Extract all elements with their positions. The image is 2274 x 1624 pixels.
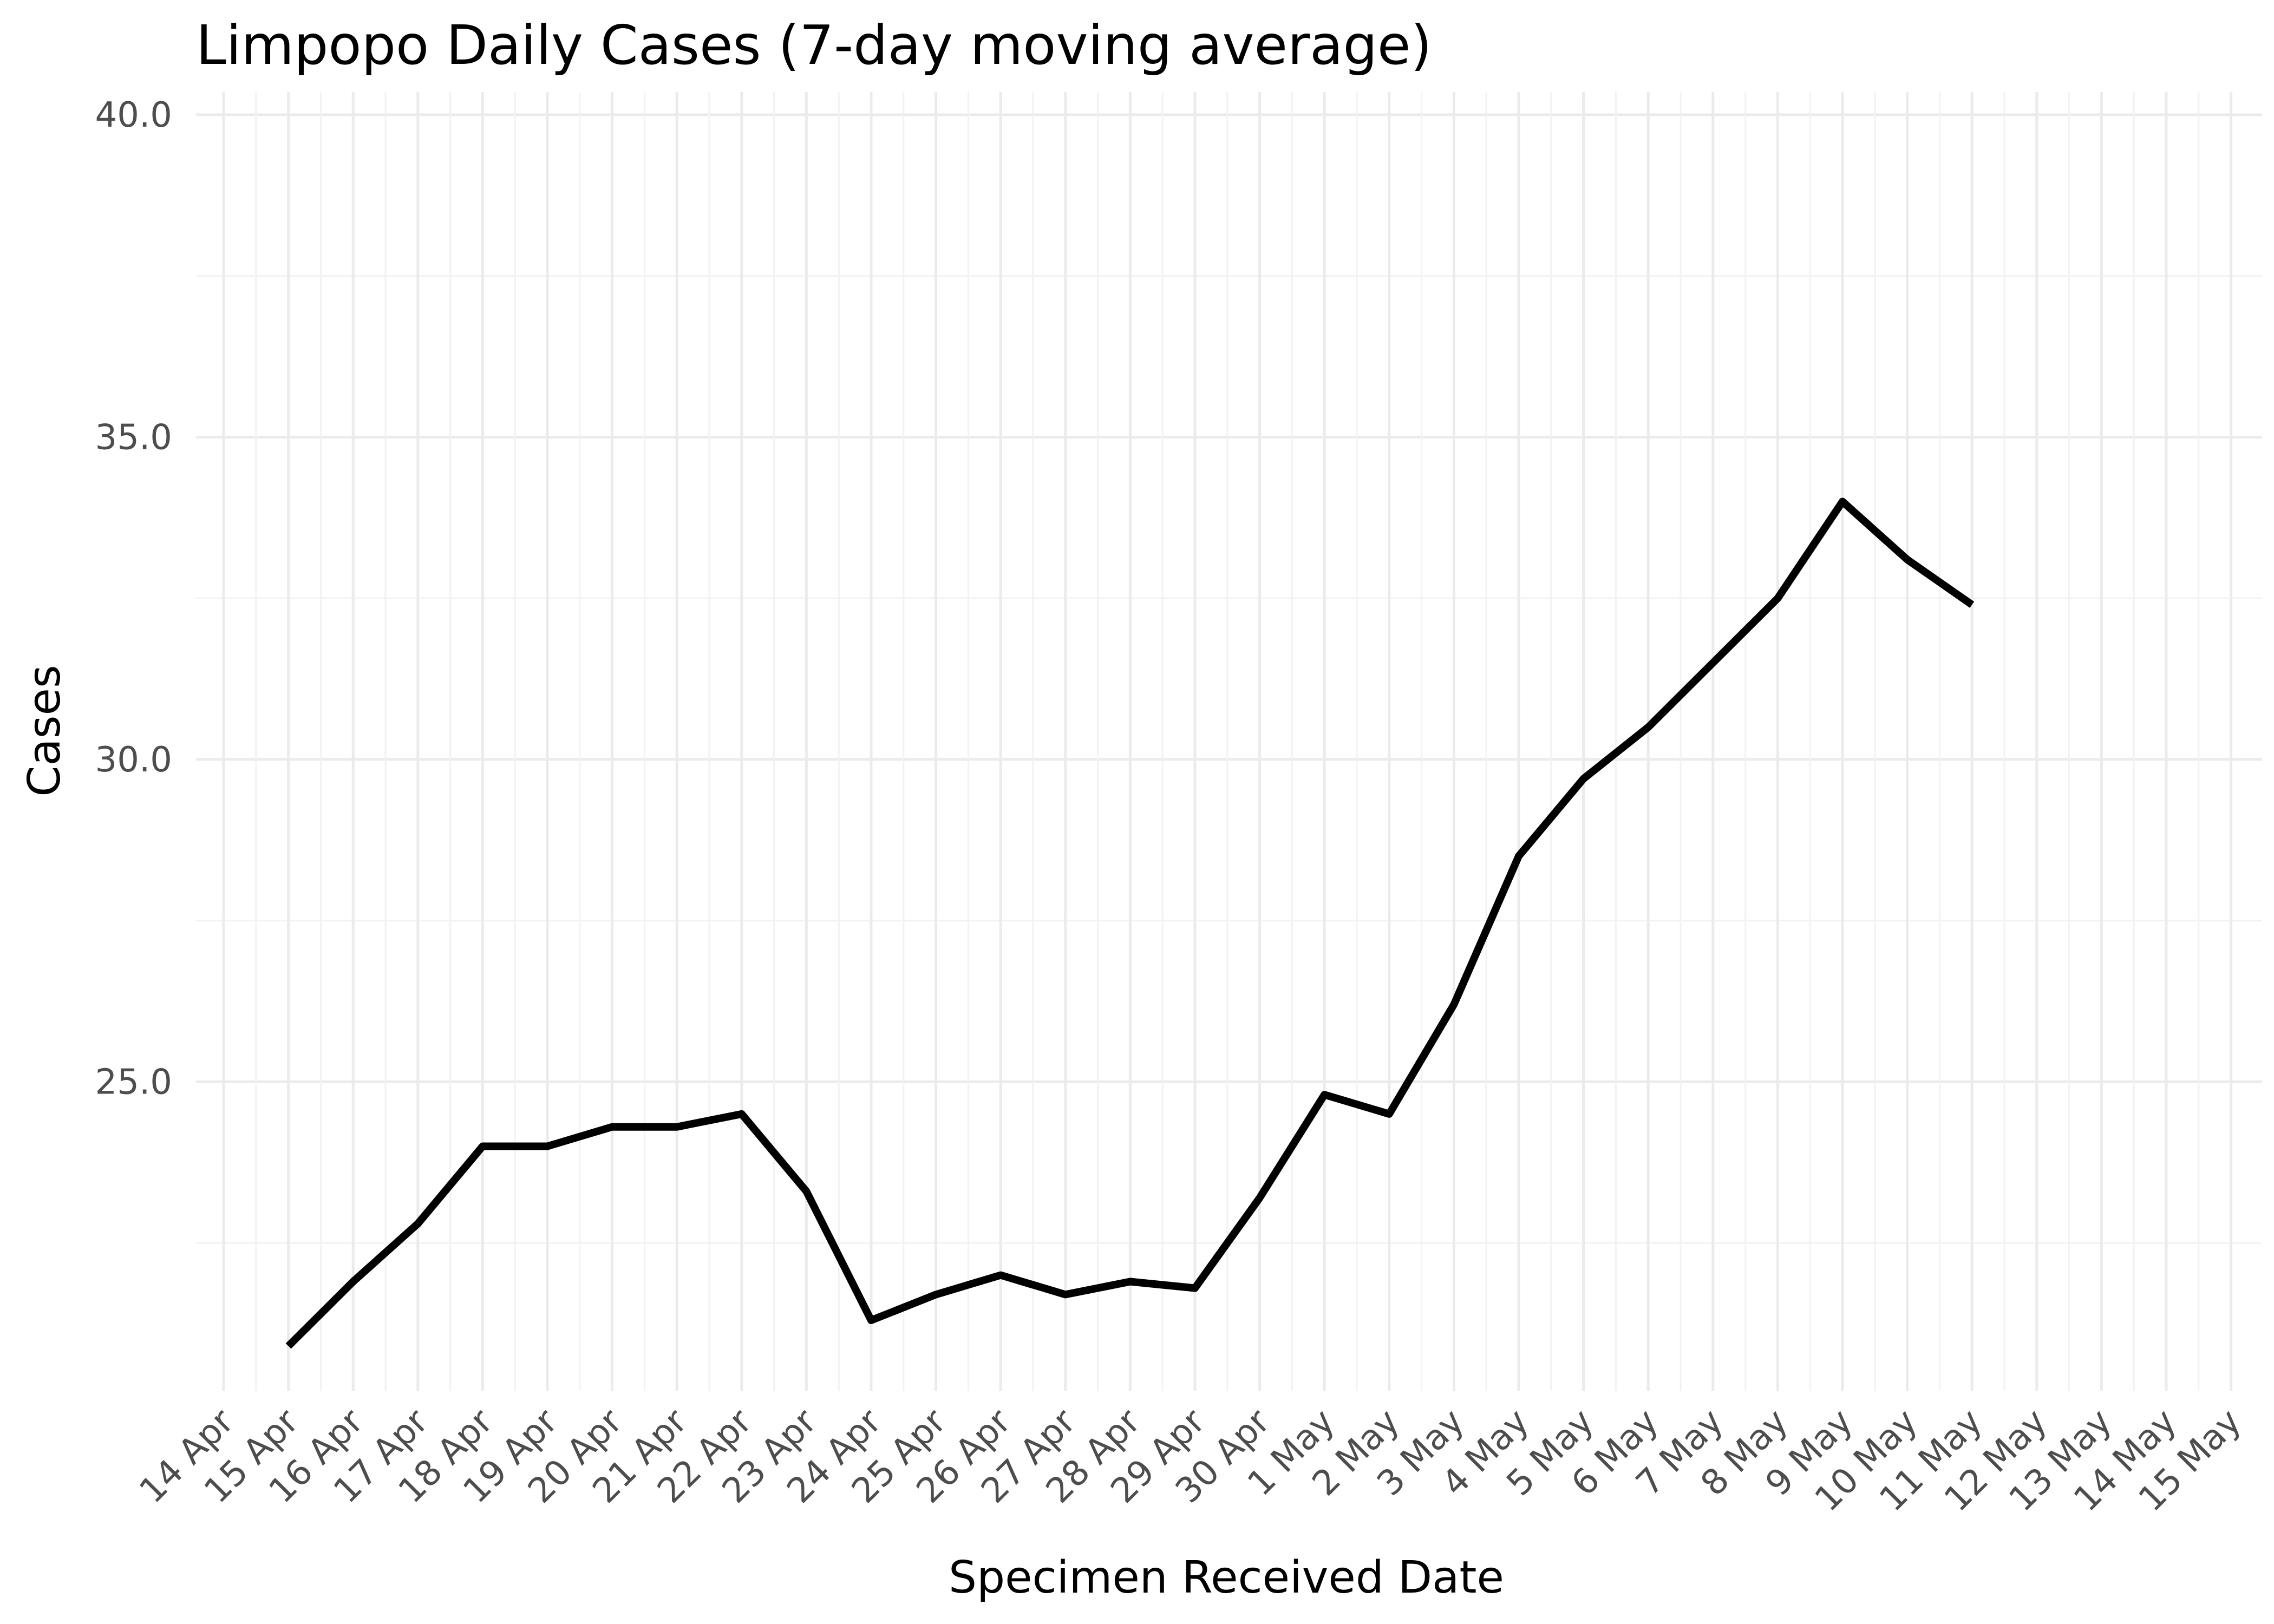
data-point [996, 1271, 1005, 1280]
data-point [1256, 1194, 1264, 1202]
data-point [1644, 723, 1652, 731]
data-point [1514, 852, 1523, 861]
data-point [1903, 555, 1912, 564]
series-layer [284, 497, 1976, 1351]
data-point [1709, 658, 1717, 667]
y-tick-label: 30.0 [95, 740, 173, 780]
data-point [1579, 775, 1588, 783]
data-point [802, 1187, 811, 1196]
data-point [349, 1278, 357, 1286]
data-point [867, 1316, 875, 1325]
data-point [1385, 1110, 1394, 1118]
chart-title: Limpopo Daily Cases (7-day moving averag… [196, 14, 1432, 77]
grid [196, 92, 2262, 1391]
data-point [414, 1219, 422, 1228]
y-axis-ticks: 25.0 30.0 35.0 40.0 [95, 95, 173, 1102]
data-point [1968, 600, 1976, 609]
data-point [1126, 1278, 1134, 1286]
data-point [543, 1142, 552, 1150]
data-point [1449, 1000, 1458, 1009]
data-point [1320, 1090, 1329, 1099]
data-point [284, 1342, 293, 1351]
x-axis-title: Specimen Received Date [949, 1552, 1504, 1603]
series-line-cases [285, 497, 1975, 1349]
data-point [1061, 1290, 1070, 1299]
data-point [1191, 1284, 1199, 1292]
y-tick-label: 35.0 [95, 417, 173, 457]
y-axis-title: Cases [19, 665, 70, 796]
data-point [737, 1110, 746, 1118]
data-point [1838, 497, 1847, 506]
data-point [672, 1123, 681, 1131]
data-point [478, 1142, 487, 1150]
y-tick-label: 40.0 [95, 95, 173, 135]
data-point [608, 1123, 617, 1131]
y-tick-label: 25.0 [95, 1062, 173, 1102]
data-point [932, 1290, 940, 1299]
data-point [1773, 594, 1782, 603]
